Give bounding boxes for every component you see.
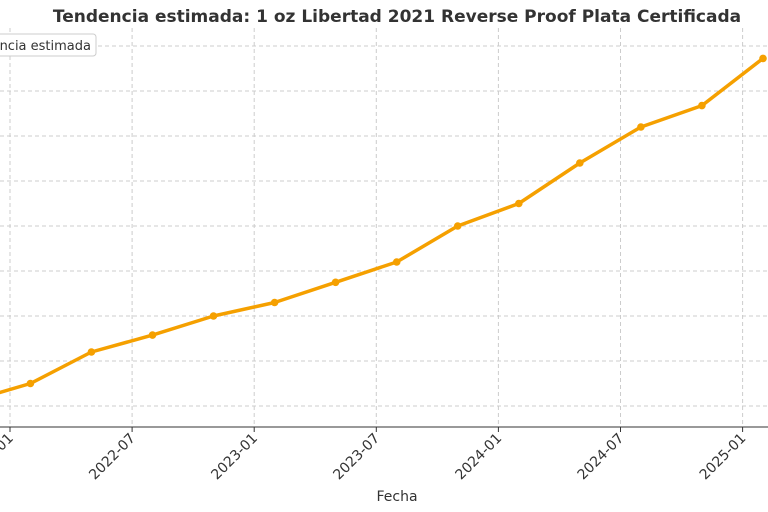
series-line bbox=[0, 56, 765, 395]
data-point bbox=[148, 331, 157, 339]
data-point bbox=[515, 199, 523, 208]
data-point bbox=[576, 159, 584, 167]
x-tick-label: 2024-01 bbox=[453, 431, 506, 484]
data-point bbox=[26, 379, 35, 388]
data-point bbox=[637, 123, 645, 131]
data-point bbox=[87, 348, 96, 356]
x-tick-label: 2023-07 bbox=[330, 431, 383, 484]
legend: Tendencia estimada bbox=[0, 33, 97, 57]
legend-entry-label: Tendencia estimada bbox=[0, 39, 91, 54]
data-point bbox=[759, 54, 767, 63]
x-tick-label: 2025-01 bbox=[697, 431, 750, 484]
data-point bbox=[453, 222, 462, 230]
data-point bbox=[270, 298, 279, 307]
data-point bbox=[331, 278, 340, 287]
chart-title: Tendencia estimada: 1 oz Libertad 2021 R… bbox=[53, 7, 741, 27]
series-group bbox=[0, 54, 767, 395]
x-tick-label: 2022-01 bbox=[0, 431, 17, 484]
data-point bbox=[698, 101, 706, 110]
x-ticks: 2022-01 2022-07 2023-01 2023-07 2024-01 2024-… bbox=[0, 427, 749, 483]
data-point bbox=[209, 312, 218, 320]
legend-box bbox=[0, 33, 97, 57]
x-axis-label: Fecha bbox=[376, 489, 417, 505]
data-point bbox=[392, 258, 401, 266]
x-tick-label: 2023-01 bbox=[208, 431, 261, 484]
grid bbox=[0, 28, 768, 427]
x-tick-label: 2024-07 bbox=[575, 431, 628, 484]
x-tick-label: 2022-07 bbox=[86, 431, 139, 484]
